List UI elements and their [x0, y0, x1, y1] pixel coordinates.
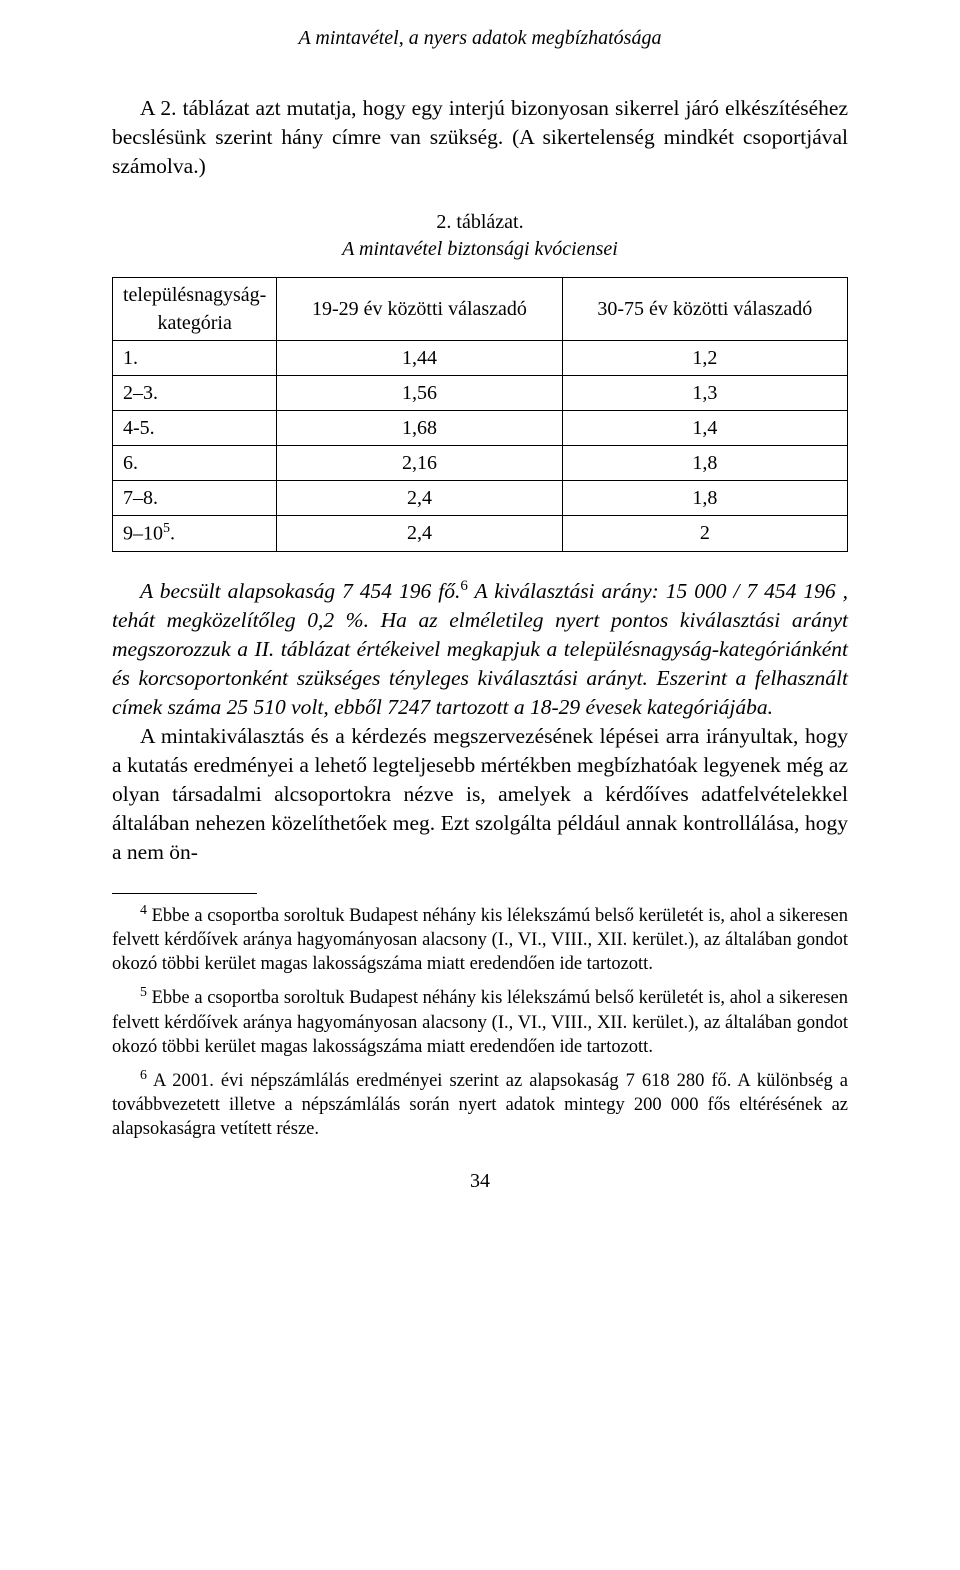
table-cell: 2–3. — [113, 376, 277, 411]
table-cell: 1. — [113, 341, 277, 376]
body-paragraph: A mintakiválasztás és a kérdezés megszer… — [112, 722, 848, 867]
table-cell: 2,16 — [277, 446, 562, 481]
table-cell: 4-5. — [113, 411, 277, 446]
table-footnote-ref: 5 — [163, 521, 170, 536]
table-row: 9–105. 2,4 2 — [113, 516, 848, 552]
table-row: 7–8. 2,4 1,8 — [113, 481, 848, 516]
italic-text-pre: A becsült alapsokaság 7 454 196 fő. — [140, 579, 460, 603]
footnote-number: 5 — [140, 985, 147, 1000]
table-row: 1. 1,44 1,2 — [113, 341, 848, 376]
table-cell: 2,4 — [277, 516, 562, 552]
footnote-4: 4 Ebbe a csoportba soroltuk Budapest néh… — [112, 902, 848, 976]
table-cell-text: 9–10 — [123, 523, 163, 545]
table-caption-number: 2. táblázat. — [436, 211, 523, 233]
table-header-row: településnagyság-kategória 19-29 év közö… — [113, 278, 848, 341]
table-caption: 2. táblázat. A mintavétel biztonsági kvó… — [112, 209, 848, 263]
footnote-ref-6: 6 — [460, 578, 468, 594]
intro-paragraph: A 2. táblázat azt mutatja, hogy egy inte… — [112, 94, 848, 181]
page-number: 34 — [112, 1167, 848, 1195]
table-cell: 7–8. — [113, 481, 277, 516]
document-page: A mintavétel, a nyers adatok megbízhatós… — [0, 0, 960, 1225]
table-cell: 2,4 — [277, 481, 562, 516]
table-cell: 1,8 — [562, 481, 847, 516]
footnote-6: 6 A 2001. évi népszámlálás eredményei sz… — [112, 1067, 848, 1141]
italic-paragraph: A becsült alapsokaság 7 454 196 fő.6 A k… — [112, 576, 848, 722]
table-cell: 1,3 — [562, 376, 847, 411]
table-cell: 1,56 — [277, 376, 562, 411]
footnote-5: 5 Ebbe a csoportba soroltuk Budapest néh… — [112, 984, 848, 1058]
table-cell: 1,4 — [562, 411, 847, 446]
table-row: 4-5. 1,68 1,4 — [113, 411, 848, 446]
footnote-text: Ebbe a csoportba soroltuk Budapest néhán… — [112, 906, 848, 974]
footnote-separator — [112, 893, 257, 894]
table-col-category: településnagyság-kategória — [113, 278, 277, 341]
footnote-number: 6 — [140, 1068, 147, 1083]
table-cell: 1,8 — [562, 446, 847, 481]
table-cell: 1,68 — [277, 411, 562, 446]
table-caption-title: A mintavétel biztonsági kvóciensei — [112, 236, 848, 263]
table-col-19-29: 19-29 év közötti válaszadó — [277, 278, 562, 341]
quotients-table: településnagyság-kategória 19-29 év közö… — [112, 277, 848, 552]
table-cell: 2 — [562, 516, 847, 552]
footnote-number: 4 — [140, 903, 147, 918]
table-row: 6. 2,16 1,8 — [113, 446, 848, 481]
table-cell: 1,2 — [562, 341, 847, 376]
footnote-text: Ebbe a csoportba soroltuk Budapest néhán… — [112, 988, 848, 1056]
table-col-30-75: 30-75 év közötti válaszadó — [562, 278, 847, 341]
running-header: A mintavétel, a nyers adatok megbízhatós… — [112, 24, 848, 52]
table-cell: 9–105. — [113, 516, 277, 552]
footnote-text: A 2001. évi népszámlálás eredményei szer… — [112, 1071, 848, 1139]
table-cell: 1,44 — [277, 341, 562, 376]
table-row: 2–3. 1,56 1,3 — [113, 376, 848, 411]
table-cell: 6. — [113, 446, 277, 481]
